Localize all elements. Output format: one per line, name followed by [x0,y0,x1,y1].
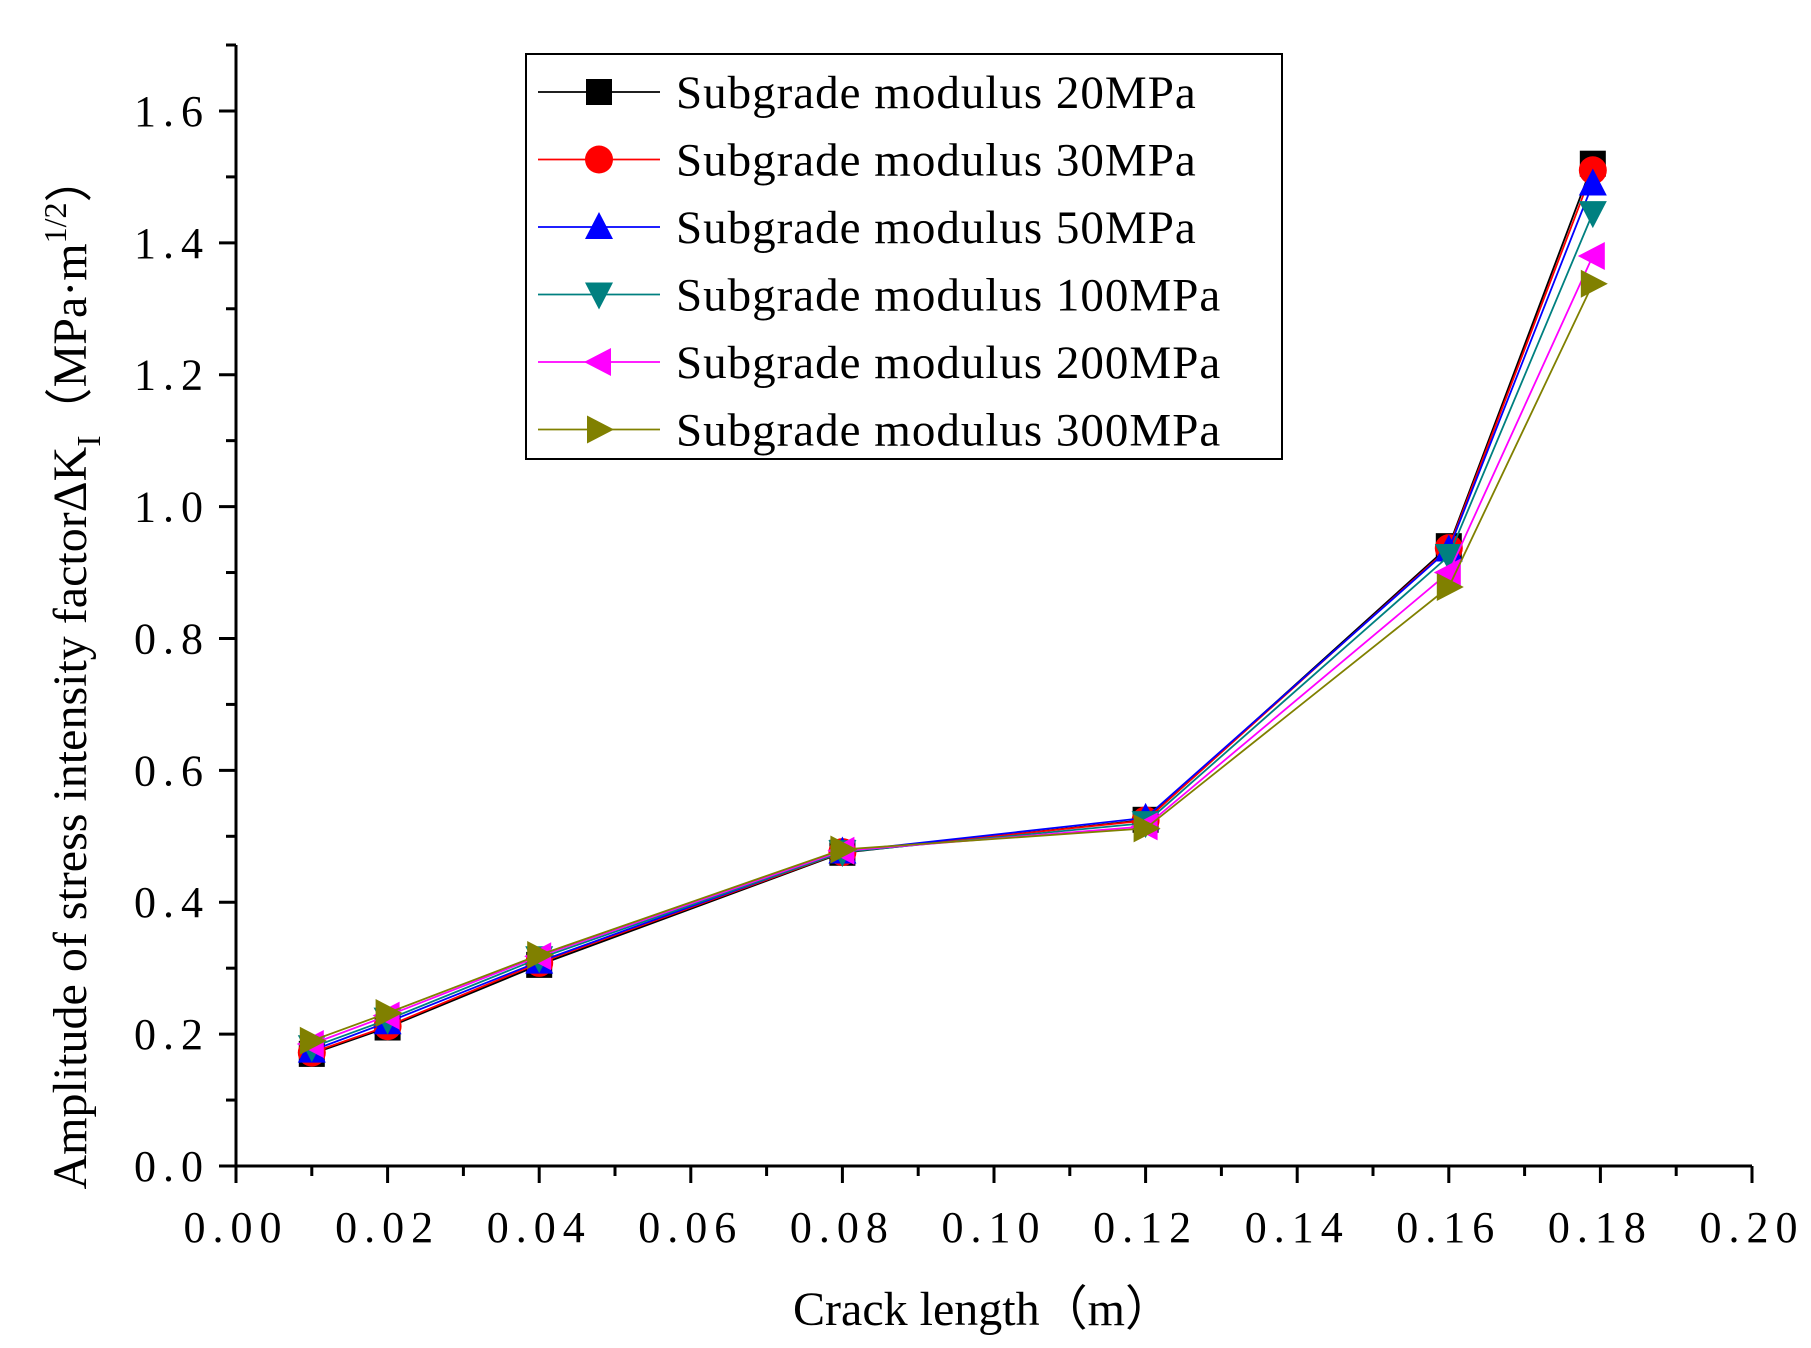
data-point [1433,558,1461,587]
legend-label: Subgrade modulus 300MPa [676,405,1221,457]
legend-marker [587,415,614,444]
y-axis-title-unit: （MPa·m [44,243,97,435]
x-tick-label: 0.06 [638,1203,743,1252]
data-point [299,1026,327,1055]
x-tick-label: 0.10 [942,1203,1047,1252]
y-axis-title-unit-superscript: 1/2 [37,203,73,244]
y-tick-label: 1.4 [134,219,210,268]
x-axis-title: Crack length（m） [793,1283,1173,1336]
data-point [1578,168,1607,196]
data-point [830,835,858,864]
legend-label: Subgrade modulus 200MPa [676,337,1221,389]
x-tick-label: 0.16 [1396,1203,1501,1252]
y-tick-label: 0.2 [134,1010,210,1059]
legend-box [525,53,1283,460]
y-axis: 0.0 0.2 0.4 0.6 0.8 1.0 1.2 1.4 1.6 [134,43,236,1191]
legend-marker [585,212,613,239]
x-tick-label: 0.20 [1700,1203,1805,1252]
y-axis-title-main: Amplitude of stress intensity factorΔK [44,446,97,1189]
x-tick-label: 0.08 [790,1203,895,1252]
data-point [527,940,555,969]
x-axis: 0.00 0.02 0.04 0.06 0.08 0.10 0.12 0.14 0.16 0.18… [184,1166,1805,1252]
x-tick-label: 0.04 [487,1203,592,1252]
x-tick-label: 0.02 [335,1203,440,1252]
y-tick-label: 0.8 [134,614,210,663]
legend-marker [584,348,611,376]
data-point [1577,242,1605,271]
y-axis-title: Amplitude of stress intensity factorΔKI（… [37,155,108,1190]
legend-marker [585,282,613,310]
legend-marker [586,79,612,105]
series-6 [299,269,1608,1055]
x-tick-label: 0.00 [184,1203,289,1252]
data-point [1133,814,1161,843]
data-point [1434,544,1463,572]
data-point [1578,201,1607,229]
data-point [1580,269,1608,298]
legend: Subgrade modulus 20MPa Subgrade modulus 3… [525,53,1283,460]
y-axis-title-subscript: I [71,435,108,446]
y-tick-label: 1.0 [134,483,210,532]
y-tick-label: 1.2 [134,351,210,400]
y-tick-label: 0.0 [134,1142,210,1191]
y-tick-label: 0.6 [134,746,210,795]
y-tick-label: 0.4 [134,878,210,927]
x-tick-label: 0.14 [1245,1203,1350,1252]
x-tick-label: 0.18 [1548,1203,1653,1252]
legend-label: Subgrade modulus 100MPa [676,270,1221,322]
series-layer [296,150,1608,1067]
legend-marker [585,145,613,174]
y-tick-label: 1.6 [134,87,210,136]
data-point [1436,573,1464,602]
y-axis-title-unit-close: ） [44,155,97,203]
legend-label: Subgrade modulus 30MPa [676,135,1197,187]
x-tick-label: 0.12 [1093,1203,1198,1252]
data-point [375,999,403,1028]
legend-label: Subgrade modulus 50MPa [676,202,1197,254]
legend-label: Subgrade modulus 20MPa [676,67,1197,119]
